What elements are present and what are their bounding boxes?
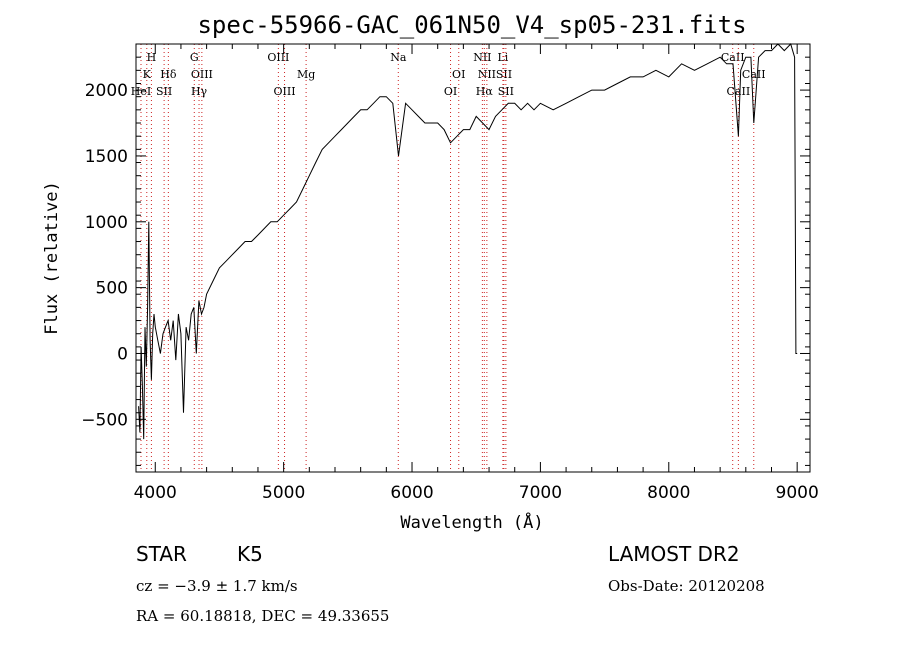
y-axis-ticks: −500 0 500 1000 1500 2000 — [81, 56, 810, 466]
y-tick-label-1000: 1000 — [85, 213, 128, 233]
y-tick-label--500: −500 — [81, 410, 128, 430]
line-marker-label-2: HeI — [131, 85, 151, 98]
y-tick-label-0: 0 — [117, 344, 128, 364]
line-marker-label-5: G — [190, 51, 199, 64]
x-tick-label-4000: 4000 — [134, 483, 177, 503]
line-marker-label-9: OIII — [274, 85, 296, 98]
y-tick-label-2000: 2000 — [85, 81, 128, 101]
line-marker-label-18: Hα — [476, 85, 494, 98]
x-tick-label-6000: 6000 — [390, 483, 433, 503]
x-tick-label-9000: 9000 — [776, 483, 819, 503]
obs-date-text: Obs-Date: 20120208 — [608, 577, 765, 595]
spectrum-series-line — [138, 43, 798, 440]
line-marker-label-14: NII — [473, 51, 491, 64]
x-tick-label-5000: 5000 — [262, 483, 305, 503]
x-axis-ticks: 4000 5000 6000 7000 8000 9000 — [134, 44, 819, 503]
line-marker-label-11: Na — [390, 51, 407, 64]
line-marker-label-13: OI — [444, 85, 457, 98]
line-marker-label-19: SII — [498, 85, 514, 98]
coordinates-text: RA = 60.18818, DEC = 49.33655 — [136, 607, 389, 625]
line-marker-label-15: Li — [497, 51, 508, 64]
line-marker-label-16: NII — [478, 68, 496, 81]
y-tick-label-1500: 1500 — [85, 147, 128, 167]
x-tick-label-7000: 7000 — [519, 483, 562, 503]
x-axis-title: Wavelength (Å) — [400, 511, 543, 533]
line-marker-label-17: SII — [496, 68, 512, 81]
line-marker-label-8: OIII — [267, 51, 289, 64]
line-marker-label-6: OIII — [191, 68, 213, 81]
line-marker-label-22: CaII — [727, 85, 751, 98]
line-marker-label-7: Hγ — [191, 85, 208, 98]
chart-title: spec-55966-GAC_061N50_V4_sp05-231.fits — [197, 11, 746, 39]
plot-frame — [135, 43, 811, 473]
y-axis-title: Flux (relative) — [42, 181, 62, 335]
line-marker-label-3: Hδ — [160, 68, 177, 81]
survey-text: LAMOST DR2 — [608, 542, 740, 566]
line-marker-label-0: H — [147, 51, 157, 64]
y-tick-label-500: 500 — [96, 279, 128, 299]
line-marker-label-1: K — [143, 68, 152, 81]
redshift-text: cz = −3.9 ± 1.7 km/s — [136, 577, 298, 595]
object-class-text: STAR — [136, 542, 187, 566]
line-marker-label-21: CaII — [742, 68, 766, 81]
line-marker-label-12: OI — [452, 68, 465, 81]
subclass-text: K5 — [237, 542, 263, 566]
line-marker-label-4: SII — [156, 85, 172, 98]
x-tick-label-8000: 8000 — [647, 483, 690, 503]
line-marker-label-10: Mg — [297, 68, 315, 81]
